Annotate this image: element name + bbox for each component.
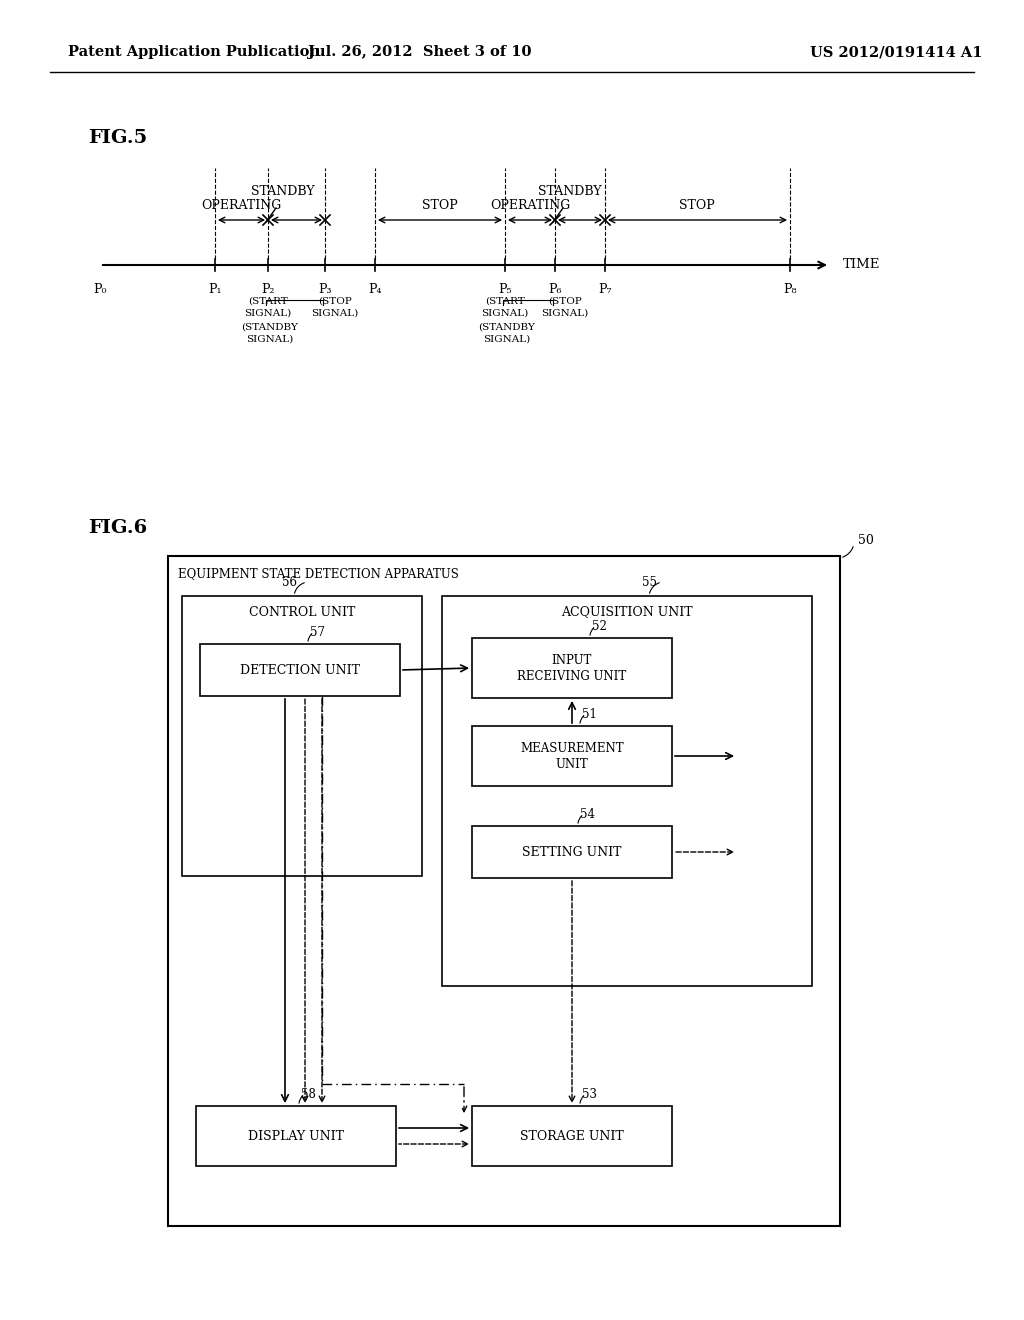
Text: EQUIPMENT STATE DETECTION APPARATUS: EQUIPMENT STATE DETECTION APPARATUS <box>178 568 459 581</box>
Text: SIGNAL): SIGNAL) <box>245 309 292 318</box>
Text: SIGNAL): SIGNAL) <box>483 335 530 345</box>
Text: P₇: P₇ <box>598 282 611 296</box>
Bar <box>196 1106 396 1166</box>
Text: TIME: TIME <box>843 259 881 272</box>
Text: (STOP: (STOP <box>548 297 582 306</box>
Text: SIGNAL): SIGNAL) <box>247 335 294 345</box>
Text: 53: 53 <box>582 1088 597 1101</box>
Text: P₁: P₁ <box>208 282 222 296</box>
Text: US 2012/0191414 A1: US 2012/0191414 A1 <box>810 45 982 59</box>
Text: 57: 57 <box>310 626 325 639</box>
Text: FIG.6: FIG.6 <box>88 519 147 537</box>
Text: 50: 50 <box>858 533 873 546</box>
Text: P₈: P₈ <box>783 282 797 296</box>
Text: P₀: P₀ <box>93 282 106 296</box>
Text: 51: 51 <box>582 708 597 721</box>
Text: STOP: STOP <box>422 199 458 213</box>
Text: SIGNAL): SIGNAL) <box>542 309 589 318</box>
Text: (STANDBY: (STANDBY <box>478 323 536 333</box>
Text: FIG.5: FIG.5 <box>88 129 147 147</box>
Bar <box>472 1106 672 1166</box>
Text: (START: (START <box>248 297 288 306</box>
Text: 58: 58 <box>301 1088 315 1101</box>
Text: STORAGE UNIT: STORAGE UNIT <box>520 1130 624 1143</box>
Bar <box>472 726 672 785</box>
Bar <box>442 597 812 986</box>
Text: P₆: P₆ <box>548 282 562 296</box>
Bar <box>472 826 672 878</box>
Text: STOP: STOP <box>679 199 715 213</box>
Text: P₂: P₂ <box>261 282 274 296</box>
Text: SIGNAL): SIGNAL) <box>311 309 358 318</box>
Text: OPERATING: OPERATING <box>201 199 282 213</box>
Text: Patent Application Publication: Patent Application Publication <box>68 45 319 59</box>
Text: SIGNAL): SIGNAL) <box>481 309 528 318</box>
Text: (STOP: (STOP <box>318 297 352 306</box>
Text: P₄: P₄ <box>369 282 382 296</box>
Text: (STANDBY: (STANDBY <box>242 323 298 333</box>
Bar <box>472 638 672 698</box>
Text: CONTROL UNIT: CONTROL UNIT <box>249 606 355 619</box>
Text: DETECTION UNIT: DETECTION UNIT <box>240 664 360 676</box>
Text: 55: 55 <box>642 576 657 589</box>
Text: Jul. 26, 2012  Sheet 3 of 10: Jul. 26, 2012 Sheet 3 of 10 <box>308 45 531 59</box>
Text: MEASUREMENT
UNIT: MEASUREMENT UNIT <box>520 742 624 771</box>
Text: DISPLAY UNIT: DISPLAY UNIT <box>248 1130 344 1143</box>
Bar <box>182 597 422 876</box>
Bar <box>200 644 400 696</box>
Text: OPERATING: OPERATING <box>489 199 570 213</box>
Text: (START: (START <box>485 297 525 306</box>
Text: 56: 56 <box>282 576 297 589</box>
Text: P₃: P₃ <box>318 282 332 296</box>
Text: STANDBY: STANDBY <box>539 185 602 198</box>
Bar <box>168 556 840 1226</box>
Text: STANDBY: STANDBY <box>251 185 314 198</box>
Text: ACQUISITION UNIT: ACQUISITION UNIT <box>561 606 693 619</box>
Text: P₅: P₅ <box>499 282 512 296</box>
Text: 54: 54 <box>580 808 595 821</box>
Text: INPUT
RECEIVING UNIT: INPUT RECEIVING UNIT <box>517 653 627 682</box>
Text: SETTING UNIT: SETTING UNIT <box>522 846 622 858</box>
Text: 52: 52 <box>592 619 607 632</box>
